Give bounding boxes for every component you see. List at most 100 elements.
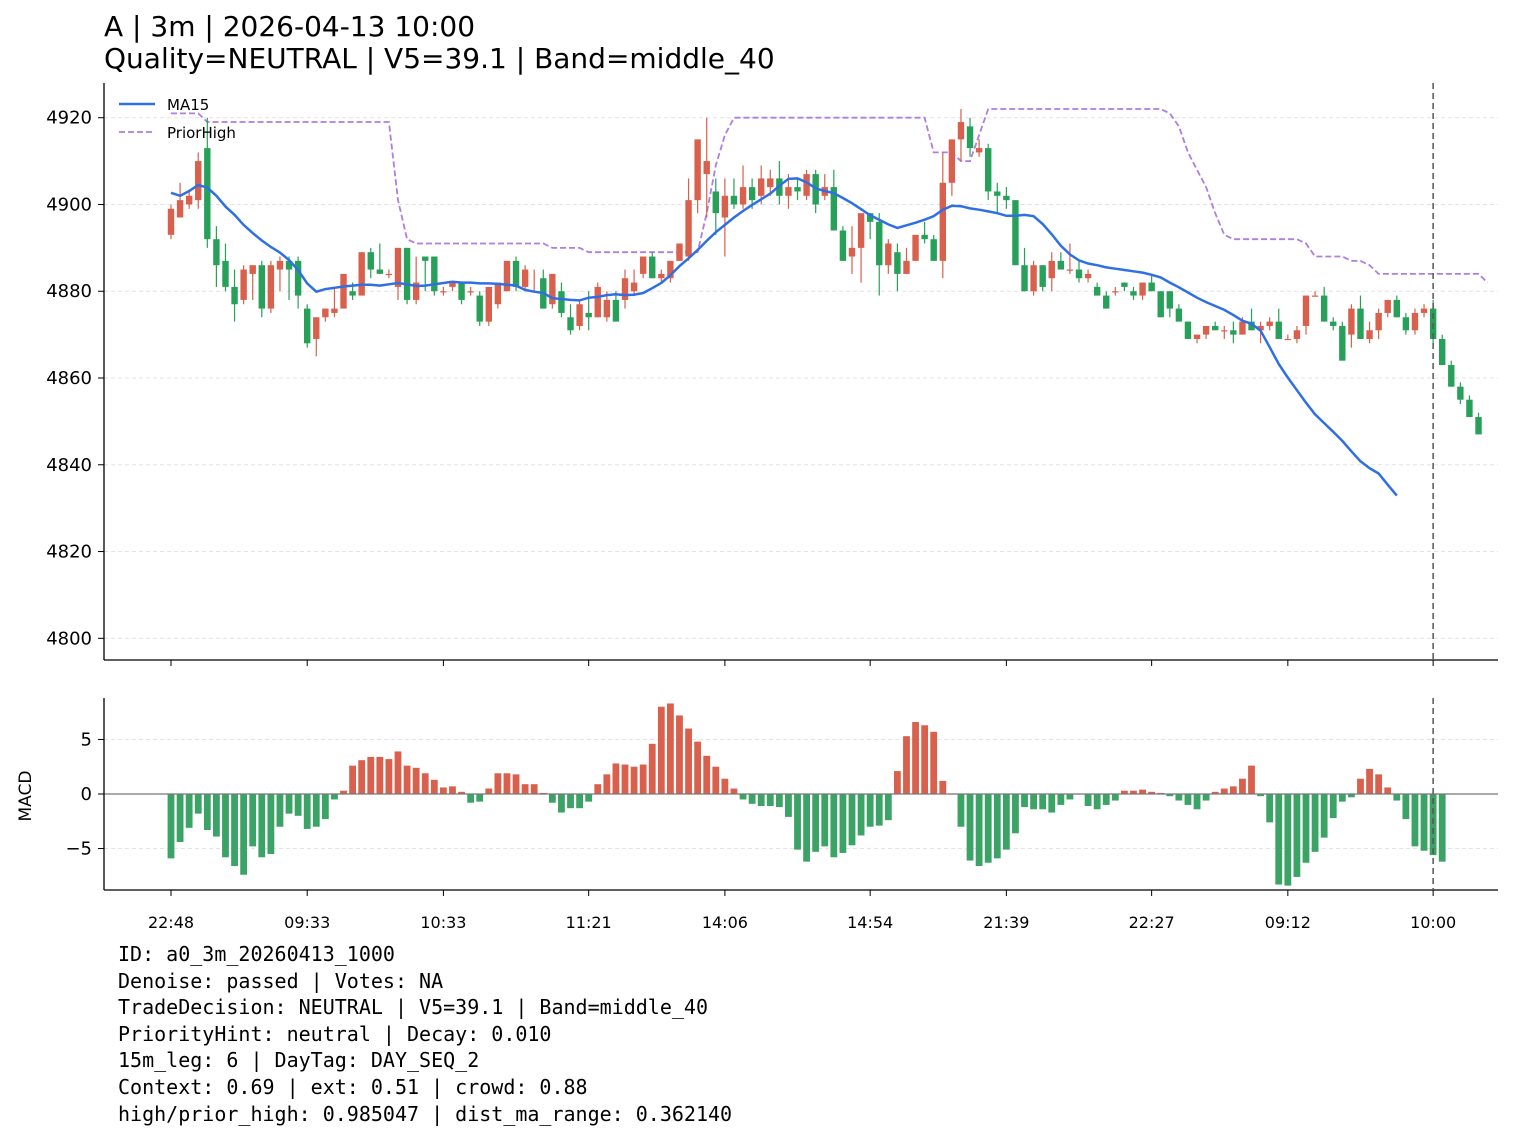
candle-body xyxy=(685,200,692,257)
candle xyxy=(258,260,265,318)
candle xyxy=(531,269,538,293)
candle-body xyxy=(649,256,656,279)
macd-bar xyxy=(1093,794,1101,810)
macd-y-axis-label: MACD xyxy=(16,771,36,822)
candle xyxy=(540,269,547,309)
candle-body xyxy=(440,291,447,293)
price-y-tick-label: 4840 xyxy=(46,455,92,476)
macd-bar xyxy=(512,774,520,794)
candle-body xyxy=(1112,291,1119,293)
macd-bar xyxy=(957,794,965,827)
candle xyxy=(176,182,184,218)
macd-bar xyxy=(912,722,919,794)
macd-bar xyxy=(721,778,729,794)
candle xyxy=(1093,282,1101,296)
candle-body xyxy=(367,252,374,270)
candle xyxy=(921,221,928,244)
candle-body xyxy=(1411,312,1419,331)
candle xyxy=(658,269,665,283)
candle xyxy=(930,234,937,261)
candle xyxy=(185,191,193,209)
candle-body xyxy=(394,247,402,287)
candle xyxy=(1075,260,1083,283)
candle xyxy=(304,304,311,348)
candle-body xyxy=(1139,282,1146,296)
macd-bar xyxy=(694,741,702,794)
candle-body xyxy=(1157,291,1164,318)
candle xyxy=(1357,295,1364,339)
macd-bar xyxy=(739,794,747,800)
candle xyxy=(1066,243,1074,274)
candle-body xyxy=(403,247,411,300)
macd-bar xyxy=(1311,794,1319,852)
candle xyxy=(1393,295,1400,318)
candle-body xyxy=(585,312,592,318)
macd-bar xyxy=(1320,794,1328,838)
macd-bar xyxy=(1429,794,1437,856)
macd-bar xyxy=(875,794,883,826)
macd-bar xyxy=(458,791,465,794)
macd-bar xyxy=(440,787,447,794)
macd-bar xyxy=(185,794,193,828)
candle-body xyxy=(594,286,601,318)
candle xyxy=(222,243,229,292)
candle xyxy=(1175,304,1183,322)
candle-body xyxy=(857,213,865,248)
candle-body xyxy=(331,308,338,313)
chart-title-line-1: A | 3m | 2026-04-13 10:00 xyxy=(104,10,476,43)
candle xyxy=(866,213,874,240)
macd-bar xyxy=(194,794,202,814)
price-y-tick-label: 4800 xyxy=(46,628,92,649)
candle xyxy=(1275,308,1282,339)
candle-body xyxy=(476,295,483,322)
macd-bar xyxy=(676,715,683,794)
chart-canvas: 4800 4820 4840 4860 4880 4900 4920 MA15 PriorHig… xyxy=(16,83,1498,932)
candle xyxy=(340,273,347,309)
candle xyxy=(485,286,492,326)
candle xyxy=(204,117,211,248)
candle-body xyxy=(739,187,747,205)
candle xyxy=(1448,360,1455,387)
candle xyxy=(567,304,574,335)
candle xyxy=(313,317,320,357)
candle xyxy=(739,165,747,209)
candle-body xyxy=(903,260,910,274)
candle xyxy=(1048,252,1055,292)
price-y-tick-label: 4880 xyxy=(46,281,92,302)
candle-body xyxy=(285,260,293,270)
candle xyxy=(975,139,983,157)
macd-bar xyxy=(866,794,874,827)
macd-bar xyxy=(1202,794,1210,801)
candle xyxy=(1302,295,1310,335)
macd-bar xyxy=(1275,794,1283,885)
x-tick-label: 10:00 xyxy=(1410,913,1456,932)
macd-bar xyxy=(558,794,565,813)
legend-prior-high-label: PriorHigh xyxy=(167,124,236,142)
candle xyxy=(1266,317,1273,331)
macd-bar xyxy=(430,779,438,794)
candle-body xyxy=(876,221,883,266)
candle xyxy=(1284,334,1292,341)
candle xyxy=(1130,286,1137,300)
macd-bar xyxy=(240,794,248,875)
candle-body xyxy=(630,282,638,292)
candle xyxy=(1375,308,1382,339)
candle xyxy=(385,269,393,279)
candle-body xyxy=(1448,364,1455,387)
macd-bar xyxy=(903,736,910,794)
candle xyxy=(1293,325,1301,344)
macd-bar xyxy=(839,794,847,853)
macd-bar xyxy=(412,767,420,794)
macd-y-tick-label: 5 xyxy=(81,729,92,750)
candle xyxy=(767,169,774,196)
candle-body xyxy=(1393,299,1400,318)
candle xyxy=(667,260,674,283)
macd-bar xyxy=(1384,787,1392,794)
candle-body xyxy=(1275,321,1282,339)
macd-bar xyxy=(1166,794,1174,797)
candle xyxy=(1320,286,1328,322)
candle xyxy=(1166,291,1173,318)
macd-bar xyxy=(1175,794,1183,801)
candle xyxy=(612,291,620,322)
candle-body xyxy=(231,286,238,305)
